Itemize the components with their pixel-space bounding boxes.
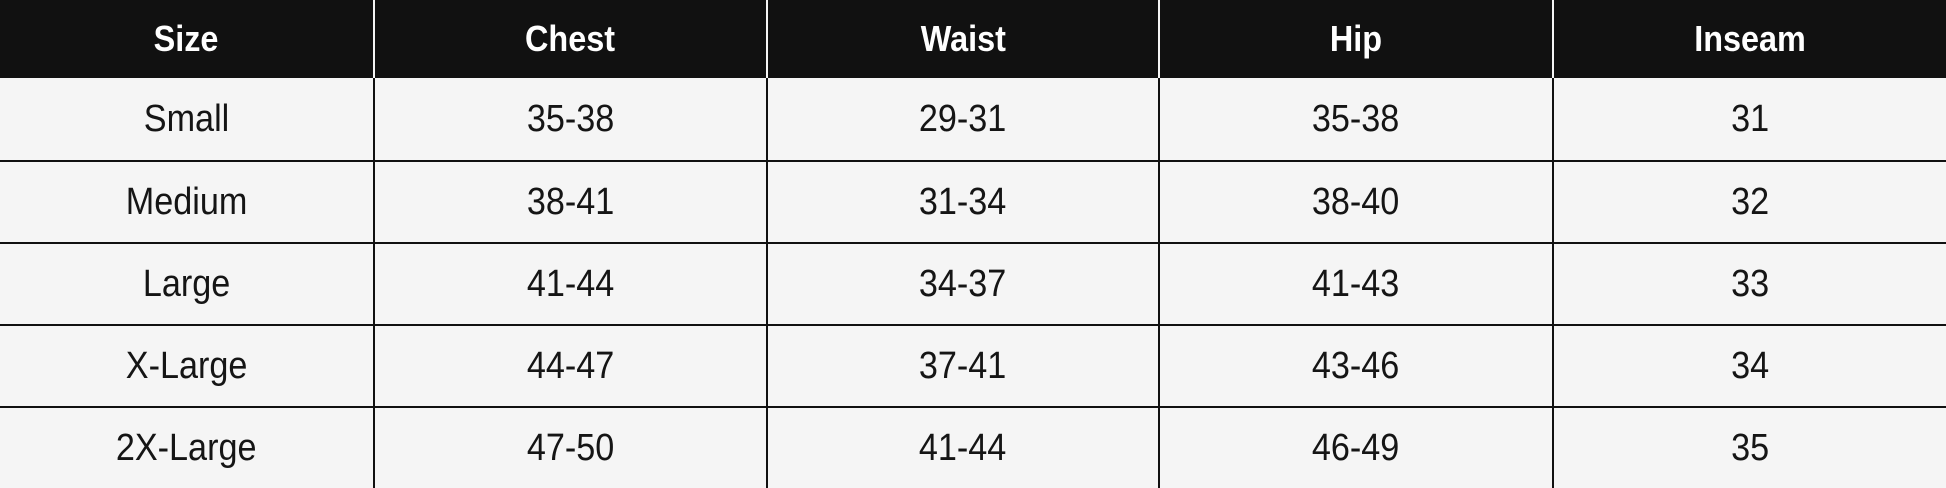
table-row: 2X-Large 47-50 41-44 46-49 35: [0, 406, 1946, 488]
table-cell: 35-38: [1158, 78, 1553, 161]
cell-value: 41-44: [919, 426, 1007, 469]
cell-value: 35-38: [1312, 97, 1400, 140]
table-header: Size Chest Waist Hip Inseam: [0, 0, 1946, 78]
cell-value: 29-31: [919, 97, 1007, 140]
table-cell: Small: [0, 78, 374, 161]
cell-value: Medium: [125, 180, 248, 223]
table-cell: 31: [1552, 78, 1946, 161]
table-cell: 31-34: [766, 160, 1159, 243]
table-cell: 34: [1552, 324, 1946, 407]
table-cell: 2X-Large: [0, 406, 374, 488]
cell-value: 32: [1730, 180, 1770, 223]
column-header-label: Waist: [920, 18, 1006, 59]
column-header-inseam: Inseam: [1552, 0, 1946, 78]
cell-value: 41-43: [1312, 262, 1400, 305]
column-header-label: Chest: [525, 18, 616, 59]
cell-value: 38-40: [1312, 180, 1400, 223]
cell-value: 44-47: [526, 344, 615, 387]
cell-value: 2X-Large: [116, 426, 257, 469]
cell-value: 41-44: [526, 262, 615, 305]
table-cell: 35-38: [373, 78, 767, 161]
table-row: Large 41-44 34-37 41-43 33: [0, 242, 1946, 325]
table-cell: 38-41: [373, 160, 767, 243]
cell-value: 46-49: [1312, 426, 1400, 469]
table-cell: 35: [1552, 406, 1946, 488]
column-header-label: Hip: [1329, 18, 1383, 59]
table-cell: 38-40: [1158, 160, 1553, 243]
table-cell: Medium: [0, 160, 374, 243]
table-cell: 37-41: [766, 324, 1159, 407]
table-cell: 32: [1552, 160, 1946, 243]
table-cell: X-Large: [0, 324, 374, 407]
cell-value: X-Large: [125, 344, 248, 387]
cell-value: 34-37: [919, 262, 1007, 305]
cell-value: 47-50: [526, 426, 615, 469]
table-cell: 41-44: [373, 242, 767, 325]
table-cell: 34-37: [766, 242, 1159, 325]
table-body: Small 35-38 29-31 35-38 31 Medium 38-41 31-34 38…: [0, 78, 1946, 488]
table-row: Small 35-38 29-31 35-38 31: [0, 78, 1946, 161]
column-header-label: Inseam: [1694, 18, 1806, 59]
cell-value: 37-41: [919, 344, 1007, 387]
table-cell: 29-31: [766, 78, 1159, 161]
table-cell: 41-43: [1158, 242, 1553, 325]
cell-value: 38-41: [526, 180, 615, 223]
cell-value: Large: [142, 262, 231, 305]
column-header-chest: Chest: [373, 0, 767, 78]
table-cell: 41-44: [766, 406, 1159, 488]
column-header-label: Size: [154, 18, 219, 59]
cell-value: 33: [1730, 262, 1770, 305]
cell-value: 31: [1730, 97, 1770, 140]
table-cell: 46-49: [1158, 406, 1553, 488]
table-cell: Large: [0, 242, 374, 325]
column-header-size: Size: [0, 0, 374, 78]
table-cell: 44-47: [373, 324, 767, 407]
cell-value: 35: [1730, 426, 1770, 469]
table-row: Medium 38-41 31-34 38-40 32: [0, 160, 1946, 243]
cell-value: 31-34: [919, 180, 1007, 223]
table-row: X-Large 44-47 37-41 43-46 34: [0, 324, 1946, 407]
cell-value: 43-46: [1312, 344, 1400, 387]
table-cell: 43-46: [1158, 324, 1553, 407]
cell-value: 35-38: [526, 97, 615, 140]
table-cell: 47-50: [373, 406, 767, 488]
column-header-waist: Waist: [766, 0, 1159, 78]
table-cell: 33: [1552, 242, 1946, 325]
cell-value: Small: [143, 97, 230, 140]
cell-value: 34: [1730, 344, 1770, 387]
column-header-hip: Hip: [1158, 0, 1553, 78]
